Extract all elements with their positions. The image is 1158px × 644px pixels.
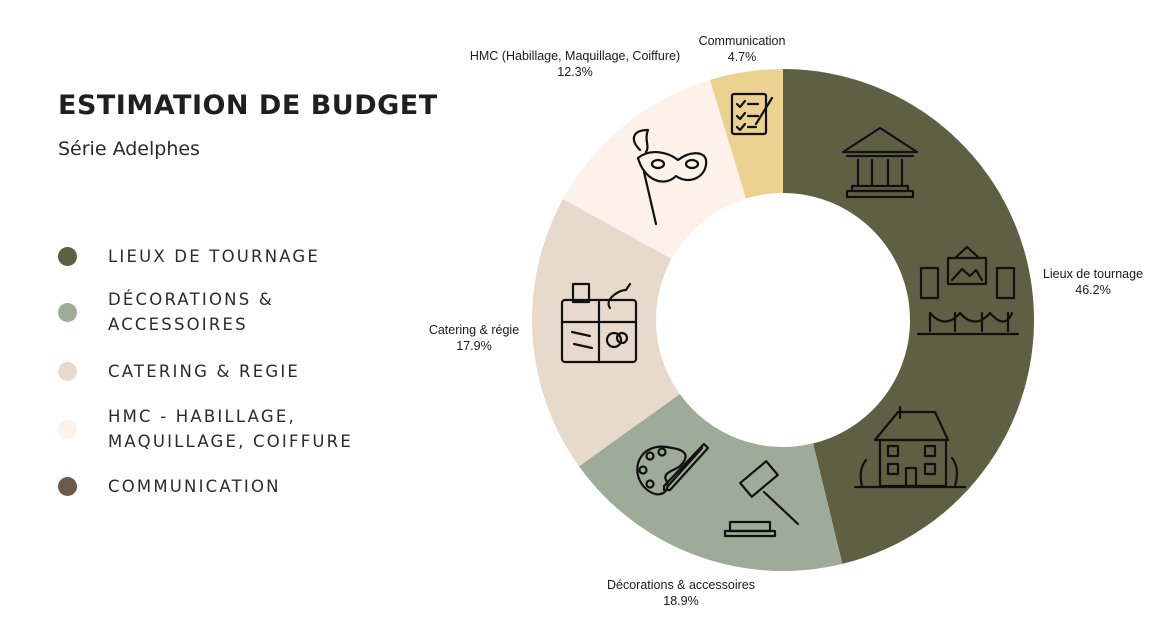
- page-subtitle: Série Adelphes: [58, 138, 200, 160]
- pie-slice: [579, 394, 843, 571]
- legend-dot: [58, 362, 77, 381]
- slice-name-label: Décorations & accessoires: [607, 578, 755, 592]
- slice-name-label: Communication: [699, 34, 786, 48]
- checklist-icon: [730, 92, 774, 136]
- legend-label: CATERING & REGIE: [108, 362, 301, 381]
- palette-icon: [636, 442, 710, 496]
- pie-slice: [532, 199, 680, 467]
- slice-value-label: 46.2%: [1075, 283, 1110, 297]
- legend-label: DÉCORATIONS & ACCESSOIRES: [108, 290, 274, 334]
- slice-name-label: Lieux de tournage: [1043, 267, 1143, 281]
- legend-dot: [58, 420, 77, 439]
- legend-dot: [58, 247, 77, 266]
- museum-icon: [841, 126, 919, 199]
- legend-label: HMC - HABILLAGE, MAQUILLAGE, COIFFURE: [108, 407, 353, 451]
- lunchbox-icon: [560, 282, 638, 364]
- gavel-icon: [723, 460, 800, 538]
- pie-slice: [783, 69, 1035, 564]
- slice-name-label: Catering & régie: [429, 323, 519, 337]
- page-title: ESTIMATION DE BUDGET: [58, 90, 438, 121]
- house-icon: [853, 405, 967, 489]
- legend-dot: [58, 303, 77, 322]
- slice-value-label: 12.3%: [557, 65, 592, 79]
- slice-value-label: 4.7%: [728, 50, 757, 64]
- mask-icon: [632, 128, 708, 226]
- legend-dot: [58, 477, 77, 496]
- gallery-icon: [916, 245, 1020, 336]
- slice-value-label: 18.9%: [663, 594, 698, 608]
- slice-name-label: HMC (Habillage, Maquillage, Coiffure): [470, 49, 680, 63]
- pie-slice: [563, 79, 747, 259]
- legend-label: LIEUX DE TOURNAGE: [108, 247, 321, 266]
- slice-value-label: 17.9%: [456, 339, 491, 353]
- legend-label: COMMUNICATION: [108, 477, 281, 496]
